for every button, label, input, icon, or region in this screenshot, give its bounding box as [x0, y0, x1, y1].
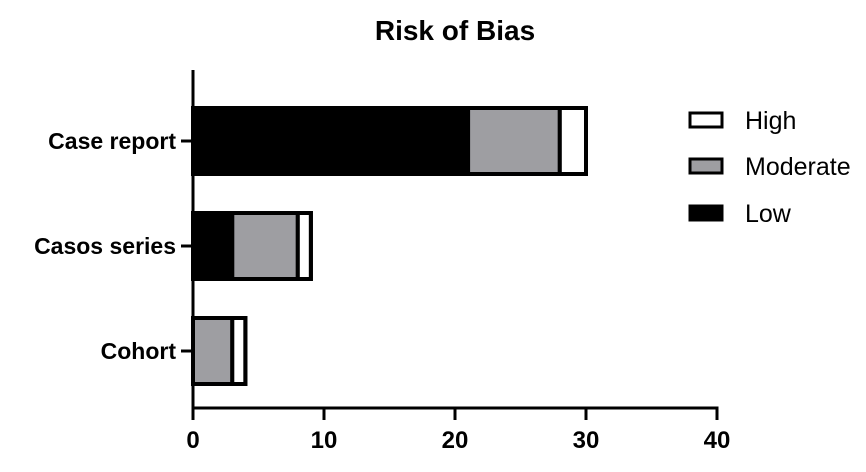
legend-swatch-low — [688, 204, 724, 222]
bar-segment-moderate-2 — [191, 316, 235, 386]
legend: High Moderate Low — [688, 107, 851, 228]
chart-title: Risk of Bias — [375, 15, 535, 46]
bar-segment-low-1 — [191, 211, 235, 281]
bar-segment-moderate-0 — [466, 106, 562, 176]
x-tick-label-1: 10 — [311, 427, 338, 454]
x-tick-label-0: 0 — [186, 427, 199, 454]
legend-swatch-high — [688, 111, 724, 129]
x-tick-label-2: 20 — [442, 427, 469, 454]
x-tick-label-4: 40 — [704, 427, 731, 454]
bar-segment-moderate-1 — [230, 211, 300, 281]
legend-swatch-moderate — [688, 157, 724, 175]
axes-layer: 0 10 20 30 40 Case report Casos series Cohort — [34, 70, 730, 454]
legend-label-moderate: Moderate — [745, 153, 851, 181]
y-category-label-0: Case report — [48, 128, 176, 154]
y-category-label-1: Casos series — [34, 233, 176, 259]
x-tick-label-3: 30 — [573, 427, 600, 454]
legend-label-high: High — [745, 107, 796, 135]
legend-label-low: Low — [745, 200, 792, 228]
bars-layer — [191, 106, 588, 386]
bar-segment-low-0 — [191, 106, 471, 176]
bar-segment-high-0 — [557, 106, 588, 176]
y-category-label-2: Cohort — [101, 338, 177, 364]
